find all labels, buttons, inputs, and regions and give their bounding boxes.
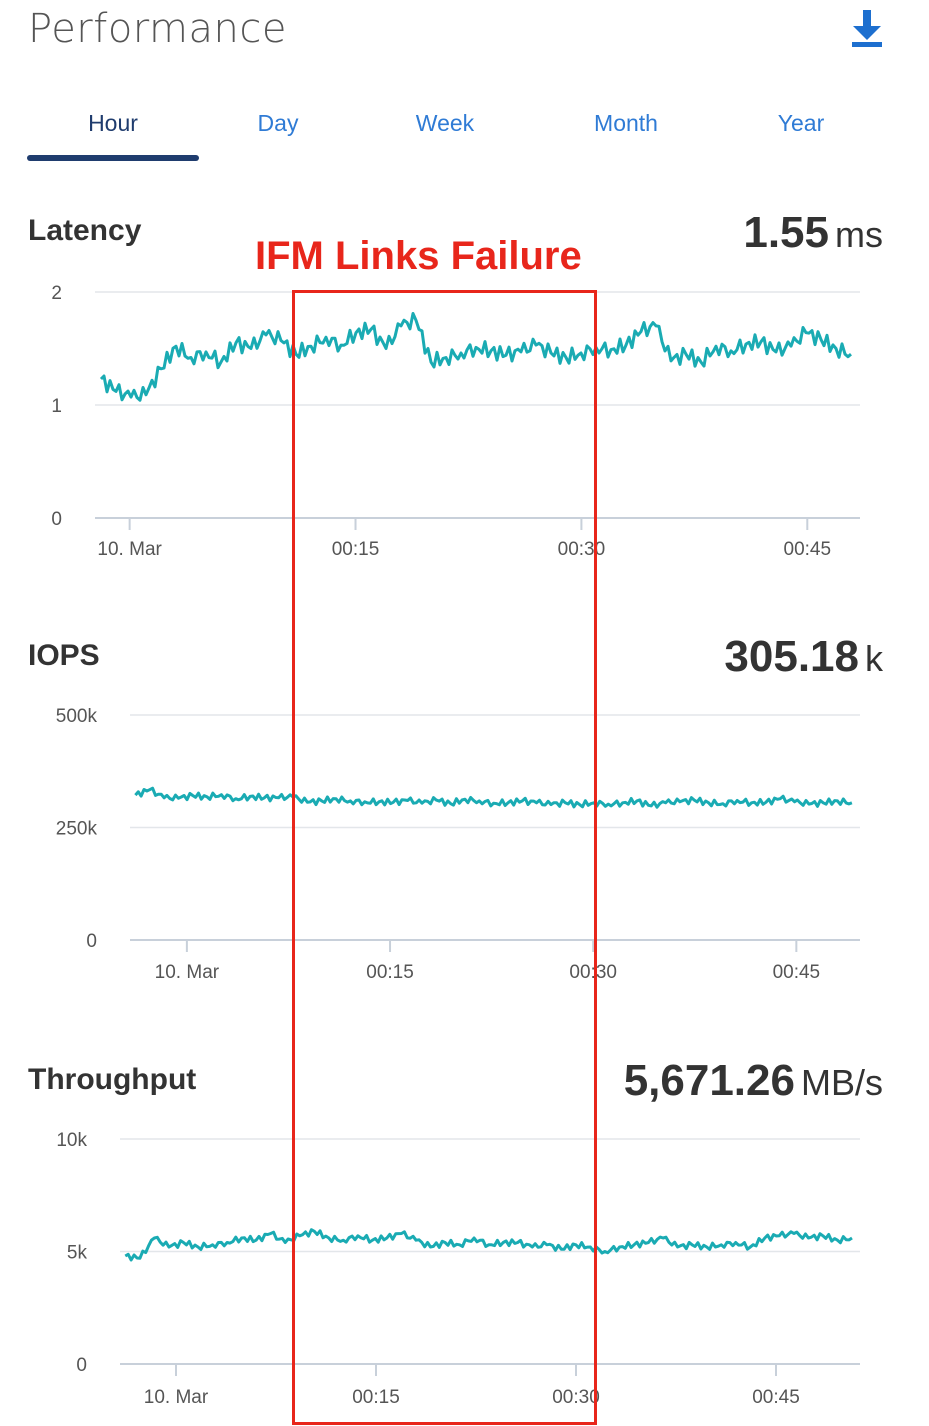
throughput-chart[interactable]: 0 5k 10k 10. Mar 00:15 00:30 00:45	[0, 1115, 929, 1420]
throughput-xtick-label: 00:45	[752, 1387, 800, 1408]
tab-month[interactable]: Month	[594, 110, 658, 136]
latency-series-line	[99, 312, 852, 402]
iops-ytick-label: 0	[86, 931, 97, 952]
latency-xtick-label: 10. Mar	[97, 539, 162, 560]
iops-current-value: 305.18 k	[724, 632, 883, 682]
tab-week[interactable]: Week	[415, 110, 475, 136]
tab-hour[interactable]: Hour	[88, 110, 138, 136]
iops-ytick-label: 250k	[56, 819, 98, 840]
latency-title: Latency	[28, 214, 142, 247]
latency-xtick-label: 00:15	[332, 539, 380, 560]
download-icon	[852, 10, 882, 47]
latency-ytick-label: 1	[51, 396, 62, 417]
range-tabs: Hour Day Week Month Year	[0, 100, 929, 170]
download-button[interactable]	[848, 8, 886, 50]
throughput-value-number: 5,671.26	[623, 1056, 795, 1105]
iops-xtick-label: 00:45	[773, 962, 821, 983]
throughput-xtick-label: 00:15	[352, 1387, 400, 1408]
latency-value-number: 1.55	[743, 208, 829, 257]
iops-title: IOPS	[28, 639, 100, 672]
annotation-label: IFM Links Failure	[255, 234, 582, 278]
iops-ytick-label: 500k	[56, 706, 98, 727]
iops-xtick-label: 00:15	[366, 962, 414, 983]
iops-series-line	[134, 786, 853, 809]
latency-xtick-label: 00:30	[558, 539, 606, 560]
throughput-series-line	[124, 1228, 853, 1262]
iops-value-number: 305.18	[724, 632, 859, 681]
tab-year[interactable]: Year	[777, 110, 825, 136]
latency-xtick-label: 00:45	[784, 539, 832, 560]
throughput-current-value: 5,671.26 MB/s	[624, 1056, 883, 1106]
page-title: Performance	[28, 6, 287, 52]
throughput-title: Throughput	[28, 1063, 197, 1096]
latency-value-unit: ms	[835, 214, 883, 255]
throughput-xtick-label: 10. Mar	[144, 1387, 209, 1408]
throughput-ytick-label: 0	[76, 1355, 87, 1376]
throughput-ytick-label: 5k	[67, 1243, 88, 1264]
throughput-xtick-label: 00:30	[552, 1387, 600, 1408]
latency-ytick-label: 0	[51, 509, 62, 530]
iops-value-unit: k	[865, 638, 883, 679]
iops-xtick-label: 00:30	[569, 962, 617, 983]
active-tab-indicator	[27, 155, 199, 161]
tab-day[interactable]: Day	[257, 110, 299, 136]
latency-chart[interactable]: 0 1 2 10. Mar 00:15 00:30 00:45	[0, 270, 929, 570]
latency-ytick-label: 2	[51, 283, 62, 304]
iops-xtick-label: 10. Mar	[155, 962, 220, 983]
latency-current-value: 1.55 ms	[743, 208, 883, 258]
throughput-ytick-label: 10k	[56, 1130, 87, 1151]
throughput-value-unit: MB/s	[800, 1062, 883, 1103]
iops-chart[interactable]: 0 250k 500k 10. Mar 00:15 00:30 00:45	[0, 690, 929, 995]
